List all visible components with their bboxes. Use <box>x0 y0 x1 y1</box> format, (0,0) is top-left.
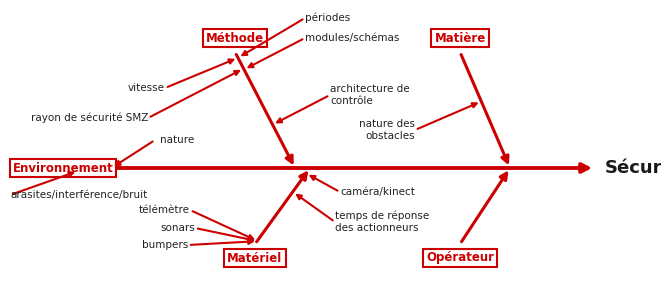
Text: périodes: périodes <box>305 13 350 23</box>
Text: arasites/interférence/bruit: arasites/interférence/bruit <box>10 190 147 200</box>
Text: architecture de
contrôle: architecture de contrôle <box>330 84 410 106</box>
Text: Matière: Matière <box>434 32 486 44</box>
Text: vitesse: vitesse <box>128 83 165 93</box>
Text: temps de réponse
des actionneurs: temps de réponse des actionneurs <box>335 211 429 233</box>
Text: Opérateur: Opérateur <box>426 251 494 264</box>
Text: sonars: sonars <box>160 223 195 233</box>
Text: bumpers: bumpers <box>141 240 188 250</box>
Text: nature des
obstacles: nature des obstacles <box>359 119 415 141</box>
Text: télémètre: télémètre <box>139 205 190 215</box>
Text: Environnement: Environnement <box>13 162 114 175</box>
Text: nature: nature <box>160 135 194 145</box>
Text: caméra/kinect: caméra/kinect <box>340 187 415 197</box>
Text: Méthode: Méthode <box>206 32 264 44</box>
Text: rayon de sécurité SMZ: rayon de sécurité SMZ <box>30 113 148 123</box>
Text: Sécurité: Sécurité <box>605 159 661 177</box>
Text: modules/schémas: modules/schémas <box>305 33 399 43</box>
Text: Matériel: Matériel <box>227 251 283 264</box>
